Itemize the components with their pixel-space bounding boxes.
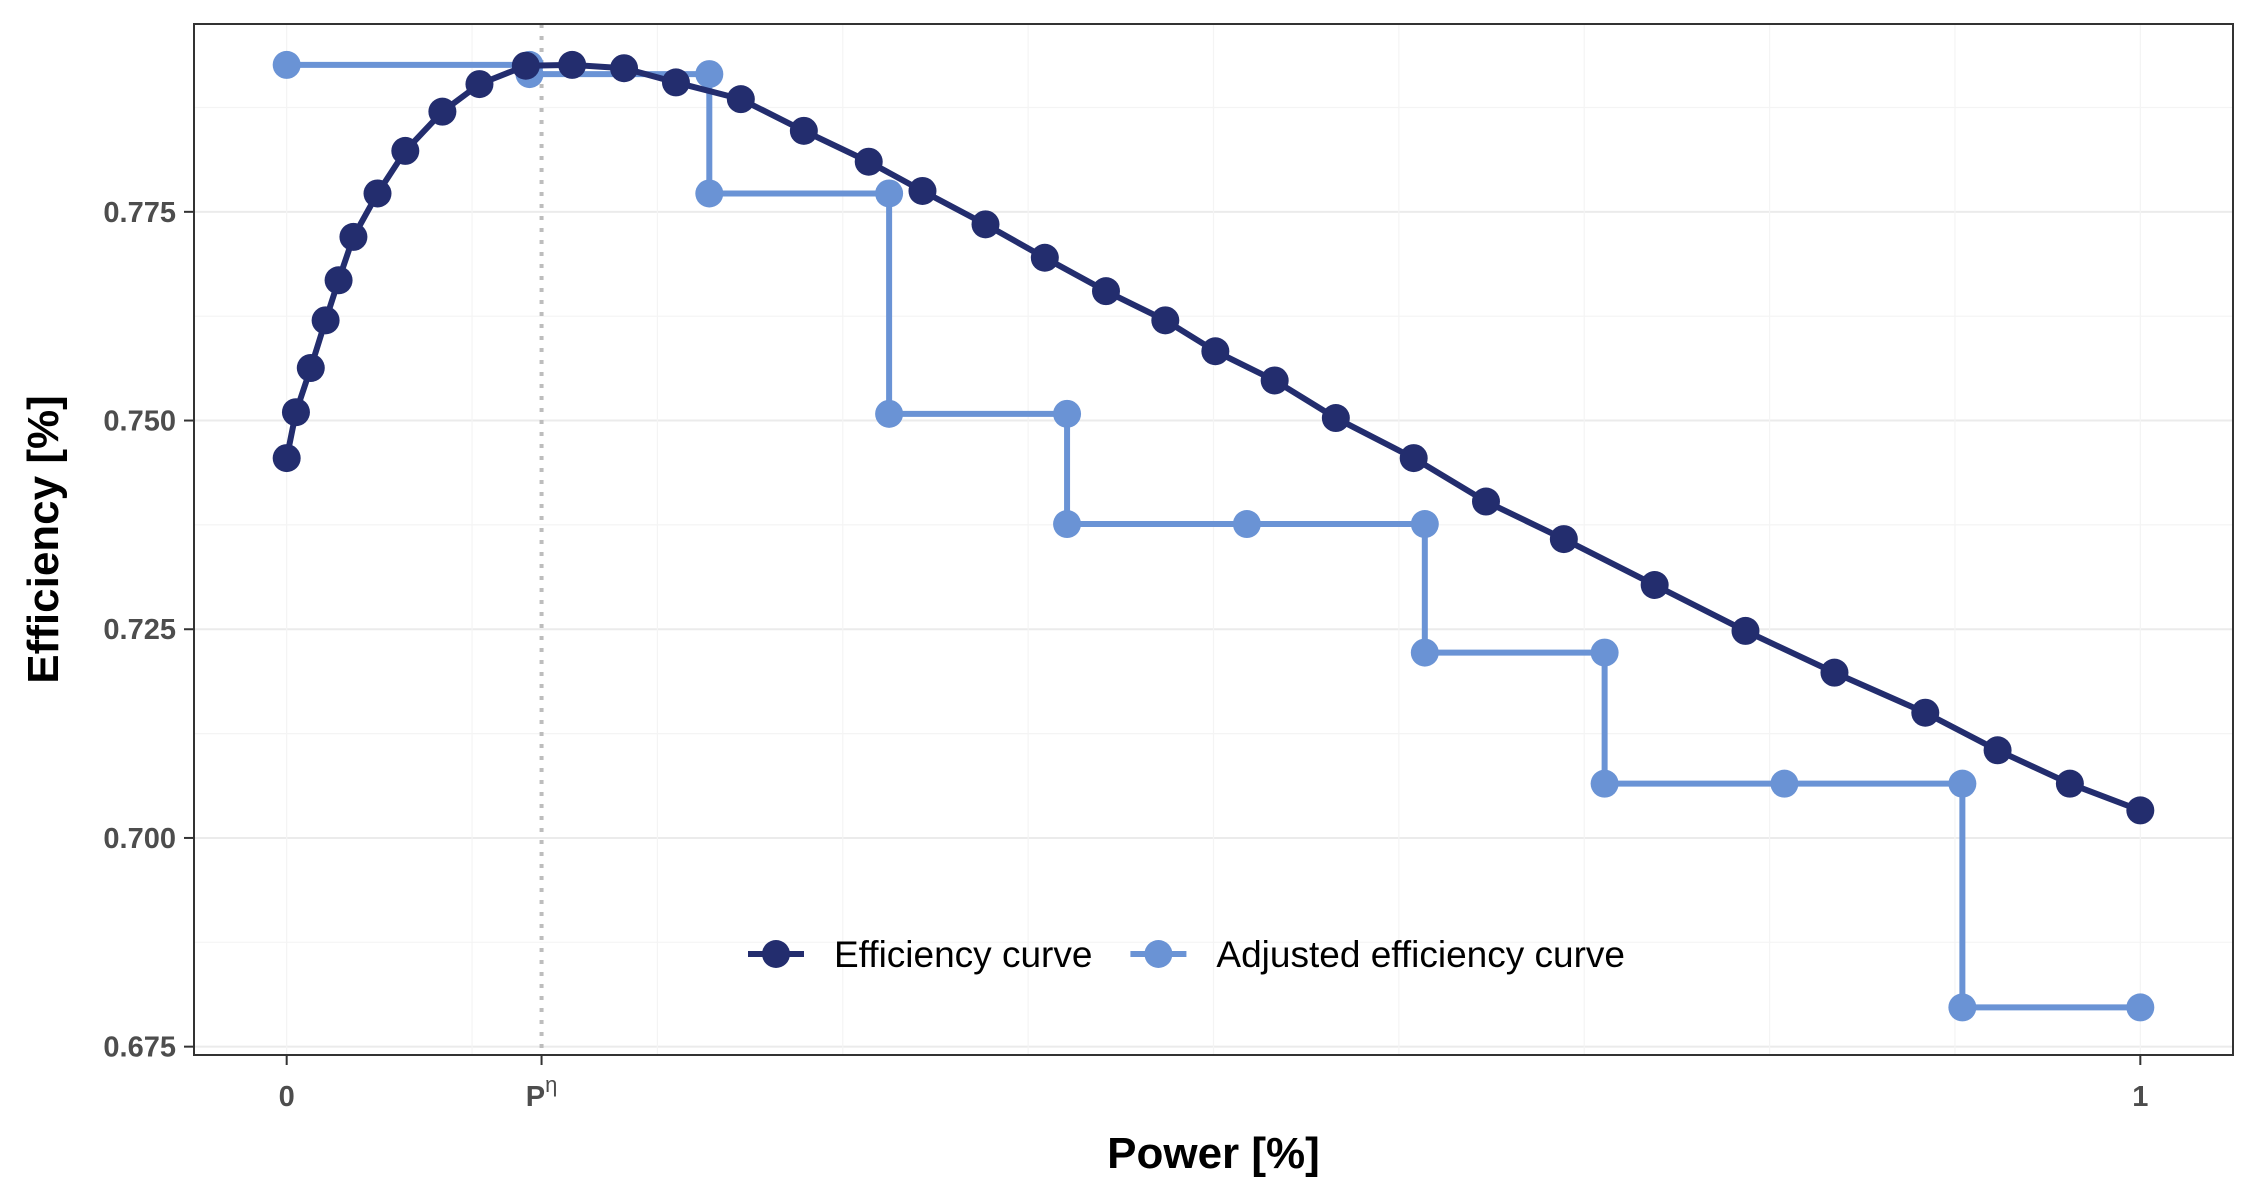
adjusted-efficiency-curve-point xyxy=(1948,993,1977,1022)
efficiency-curve-point xyxy=(1030,243,1059,272)
efficiency-curve-point xyxy=(1471,487,1500,516)
x-axis-title: Power [%] xyxy=(1107,1129,1320,1178)
adjusted-efficiency-curve-point xyxy=(2126,993,2155,1022)
y-tick-label: 0.725 xyxy=(103,614,176,646)
y-tick-label: 0.675 xyxy=(103,1032,176,1064)
efficiency-curve-point xyxy=(1201,337,1230,366)
efficiency-curve-point xyxy=(339,222,368,251)
adjusted-efficiency-curve-legend-key-point xyxy=(1144,940,1173,968)
grid-lines xyxy=(194,24,2233,1055)
efficiency-curve-point xyxy=(908,176,937,205)
x-tick-label: Pη xyxy=(526,1072,558,1113)
efficiency-curve-point xyxy=(1321,404,1350,433)
efficiency-curve-point xyxy=(661,68,690,97)
adjusted-efficiency-curve-point xyxy=(272,50,301,79)
y-tick-label: 0.750 xyxy=(103,406,176,438)
efficiency-curve-point xyxy=(311,306,340,335)
adjusted-efficiency-curve-point xyxy=(1053,399,1082,428)
adjusted-efficiency-curve-point xyxy=(1053,510,1082,539)
efficiency-curve-point xyxy=(1091,277,1120,306)
efficiency-curve-point xyxy=(391,136,420,165)
efficiency-curve-point xyxy=(1820,658,1849,687)
legend: Efficiency curve Adjusted efficiency curv… xyxy=(748,934,1625,975)
efficiency-curve-point xyxy=(363,179,392,208)
efficiency-curve-point xyxy=(789,116,818,145)
efficiency-curve-point xyxy=(1549,525,1578,554)
efficiency-curve-point xyxy=(1731,616,1760,645)
efficiency-curve-point xyxy=(272,444,301,473)
y-axis-title: Efficiency [%] xyxy=(19,395,68,684)
series-layer xyxy=(272,50,2155,1022)
adjusted-efficiency-curve-point xyxy=(1410,638,1439,667)
efficiency-curve-point xyxy=(971,210,1000,239)
efficiency-curve-point xyxy=(2126,796,2155,825)
efficiency-curve-point xyxy=(1151,306,1180,335)
efficiency-curve-point xyxy=(610,54,639,83)
y-tick-label: 0.700 xyxy=(103,823,176,855)
efficiency-curve-point xyxy=(1911,698,1940,727)
efficiency-curve-point xyxy=(1260,366,1289,395)
adjusted-efficiency-curve-point xyxy=(1590,638,1619,667)
efficiency-curve-point xyxy=(854,147,883,176)
adjusted-efficiency-curve-point xyxy=(1948,769,1977,798)
adjusted-efficiency-curve-point xyxy=(1232,510,1261,539)
efficiency-curve-point xyxy=(1983,736,2012,765)
efficiency-curve-point xyxy=(465,70,494,99)
efficiency-curve-point xyxy=(558,50,587,79)
efficiency-curve-point xyxy=(324,266,353,295)
plot-border xyxy=(193,23,2234,1056)
y-tick-label: 0.775 xyxy=(103,197,176,229)
adjusted-efficiency-curve-point xyxy=(875,399,904,428)
efficiency-curve-point xyxy=(1640,570,1669,599)
adjusted-efficiency-curve-point xyxy=(1590,769,1619,798)
x-tick-superscript: η xyxy=(545,1072,557,1097)
adjusted-efficiency-curve-point xyxy=(875,179,904,208)
efficiency-curve-point xyxy=(2055,769,2084,798)
x-tick-label: 0 xyxy=(279,1081,295,1113)
efficiency-curve-point xyxy=(726,85,755,114)
efficiency-curve-point xyxy=(281,398,310,427)
adjusted-efficiency-curve-legend-label: Adjusted efficiency curve xyxy=(1216,934,1625,975)
efficiency-curve-point xyxy=(428,97,457,126)
adjusted-efficiency-curve-point xyxy=(695,179,724,208)
x-tick-label: 1 xyxy=(2132,1081,2148,1113)
efficiency-curve-point xyxy=(1399,444,1428,473)
efficiency-curve-legend-key-point xyxy=(762,940,790,968)
adjusted-efficiency-curve-point xyxy=(1770,769,1799,798)
efficiency-curve-point xyxy=(296,353,325,382)
adjusted-efficiency-curve-point xyxy=(1410,510,1439,539)
efficiency-curve-point xyxy=(511,51,540,80)
efficiency-curve-legend-label: Efficiency curve xyxy=(834,934,1092,975)
adjusted-efficiency-curve-point xyxy=(695,60,724,89)
